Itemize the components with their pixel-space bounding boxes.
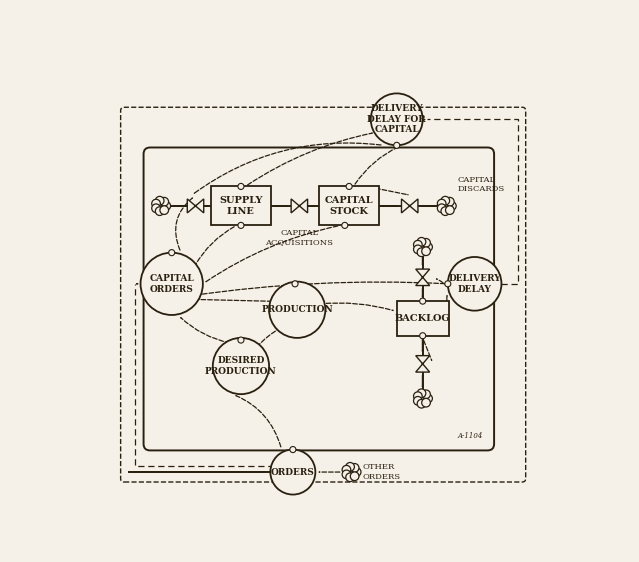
FancyBboxPatch shape — [319, 187, 380, 225]
Circle shape — [417, 389, 426, 397]
Polygon shape — [416, 269, 429, 277]
Circle shape — [162, 202, 171, 210]
Circle shape — [417, 238, 426, 246]
Circle shape — [445, 206, 454, 215]
Text: OTHER
ORDERS: OTHER ORDERS — [362, 464, 400, 481]
Circle shape — [298, 205, 300, 207]
Circle shape — [346, 463, 355, 471]
Polygon shape — [291, 199, 299, 213]
Circle shape — [424, 394, 433, 403]
Circle shape — [350, 464, 359, 472]
Polygon shape — [416, 277, 429, 285]
Circle shape — [169, 250, 174, 256]
Polygon shape — [410, 199, 418, 213]
Circle shape — [441, 207, 450, 215]
Text: CAPITAL
ACQUISITIONS: CAPITAL ACQUISITIONS — [265, 229, 334, 247]
Circle shape — [422, 277, 424, 278]
Circle shape — [420, 298, 426, 304]
Circle shape — [213, 338, 269, 394]
Circle shape — [346, 183, 352, 189]
Circle shape — [448, 257, 502, 311]
Circle shape — [342, 465, 351, 474]
Circle shape — [445, 281, 451, 287]
Circle shape — [413, 396, 422, 405]
Circle shape — [413, 241, 422, 249]
Circle shape — [420, 333, 426, 339]
Circle shape — [141, 253, 203, 315]
Polygon shape — [299, 199, 307, 213]
Circle shape — [269, 282, 325, 338]
Circle shape — [445, 197, 454, 206]
Circle shape — [238, 337, 244, 343]
Circle shape — [447, 202, 456, 210]
Circle shape — [151, 200, 160, 208]
Text: DESIRED
PRODUCTION: DESIRED PRODUCTION — [205, 356, 277, 376]
Circle shape — [417, 400, 426, 408]
Circle shape — [417, 248, 426, 257]
Polygon shape — [416, 356, 429, 364]
Text: DELIVERY
DELAY: DELIVERY DELAY — [449, 274, 501, 293]
Circle shape — [422, 363, 424, 365]
Circle shape — [342, 223, 348, 228]
Polygon shape — [416, 364, 429, 372]
Circle shape — [394, 142, 400, 148]
Text: A-1104: A-1104 — [458, 432, 483, 439]
Circle shape — [413, 245, 422, 253]
Circle shape — [352, 468, 361, 477]
Text: ORDERS: ORDERS — [271, 468, 315, 477]
Circle shape — [160, 206, 169, 215]
Polygon shape — [187, 199, 196, 213]
Circle shape — [424, 243, 433, 251]
Circle shape — [422, 247, 430, 256]
Circle shape — [155, 196, 164, 205]
FancyBboxPatch shape — [211, 187, 271, 225]
Polygon shape — [401, 199, 410, 213]
Circle shape — [292, 281, 298, 287]
Circle shape — [371, 93, 422, 146]
FancyBboxPatch shape — [397, 301, 449, 336]
Circle shape — [409, 205, 410, 207]
Circle shape — [155, 207, 164, 215]
Circle shape — [441, 196, 450, 205]
Text: CAPITAL
ORDERS: CAPITAL ORDERS — [150, 274, 194, 293]
Polygon shape — [196, 199, 204, 213]
Circle shape — [422, 238, 430, 247]
Circle shape — [195, 205, 196, 207]
Circle shape — [437, 200, 446, 208]
Circle shape — [422, 390, 430, 398]
Circle shape — [346, 473, 355, 482]
Text: BACKLOG: BACKLOG — [395, 314, 450, 323]
Text: CAPITAL
DISCARDS: CAPITAL DISCARDS — [458, 176, 505, 193]
Circle shape — [238, 223, 244, 228]
Text: CAPITAL
STOCK: CAPITAL STOCK — [325, 196, 373, 216]
Circle shape — [238, 183, 244, 189]
Text: SUPPLY
LINE: SUPPLY LINE — [219, 196, 263, 216]
Text: PRODUCTION: PRODUCTION — [261, 305, 333, 314]
Circle shape — [151, 204, 160, 212]
Circle shape — [342, 470, 351, 479]
Circle shape — [422, 398, 430, 407]
Circle shape — [413, 392, 422, 401]
Circle shape — [290, 447, 296, 452]
Circle shape — [437, 204, 446, 212]
Circle shape — [270, 450, 316, 495]
Circle shape — [350, 472, 359, 481]
Text: DELIVERY
DELAY FOR
CAPITAL: DELIVERY DELAY FOR CAPITAL — [367, 105, 426, 134]
Circle shape — [160, 197, 169, 206]
